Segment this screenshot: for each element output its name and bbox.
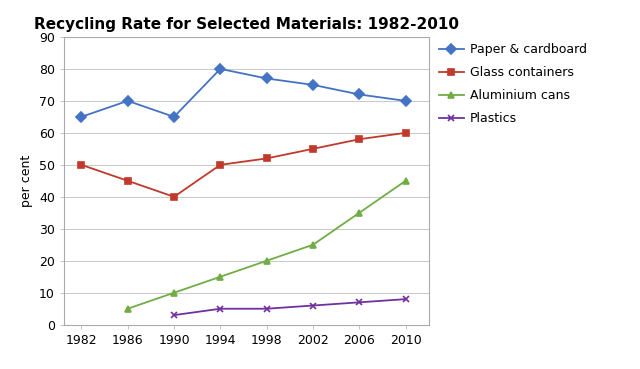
Title: Recycling Rate for Selected Materials: 1982-2010: Recycling Rate for Selected Materials: 1…	[34, 17, 459, 32]
Plastics	[309, 303, 317, 308]
Line: Glass containers: Glass containers	[78, 130, 409, 200]
Aluminium cans	[402, 179, 410, 183]
Plastics	[170, 313, 178, 317]
Glass containers	[355, 137, 363, 141]
Aluminium cans	[355, 211, 363, 215]
Aluminium cans	[124, 307, 132, 311]
Glass containers	[124, 179, 132, 183]
Plastics	[355, 300, 363, 304]
Line: Paper & cardboard: Paper & cardboard	[78, 65, 409, 120]
Glass containers	[263, 156, 271, 161]
Paper & cardboard	[77, 115, 85, 119]
Paper & cardboard	[216, 67, 224, 71]
Y-axis label: per cent: per cent	[20, 155, 33, 207]
Paper & cardboard	[355, 92, 363, 97]
Legend: Paper & cardboard, Glass containers, Aluminium cans, Plastics: Paper & cardboard, Glass containers, Alu…	[438, 43, 587, 125]
Paper & cardboard	[124, 99, 132, 103]
Paper & cardboard	[170, 115, 178, 119]
Glass containers	[77, 163, 85, 167]
Aluminium cans	[309, 242, 317, 247]
Aluminium cans	[170, 290, 178, 295]
Glass containers	[309, 146, 317, 151]
Plastics	[216, 307, 224, 311]
Aluminium cans	[263, 259, 271, 263]
Paper & cardboard	[402, 99, 410, 103]
Paper & cardboard	[263, 76, 271, 81]
Glass containers	[402, 131, 410, 135]
Glass containers	[216, 163, 224, 167]
Line: Plastics: Plastics	[170, 296, 409, 318]
Plastics	[402, 297, 410, 301]
Paper & cardboard	[309, 83, 317, 87]
Line: Aluminium cans: Aluminium cans	[124, 177, 409, 312]
Aluminium cans	[216, 275, 224, 279]
Glass containers	[170, 194, 178, 199]
Plastics	[263, 307, 271, 311]
